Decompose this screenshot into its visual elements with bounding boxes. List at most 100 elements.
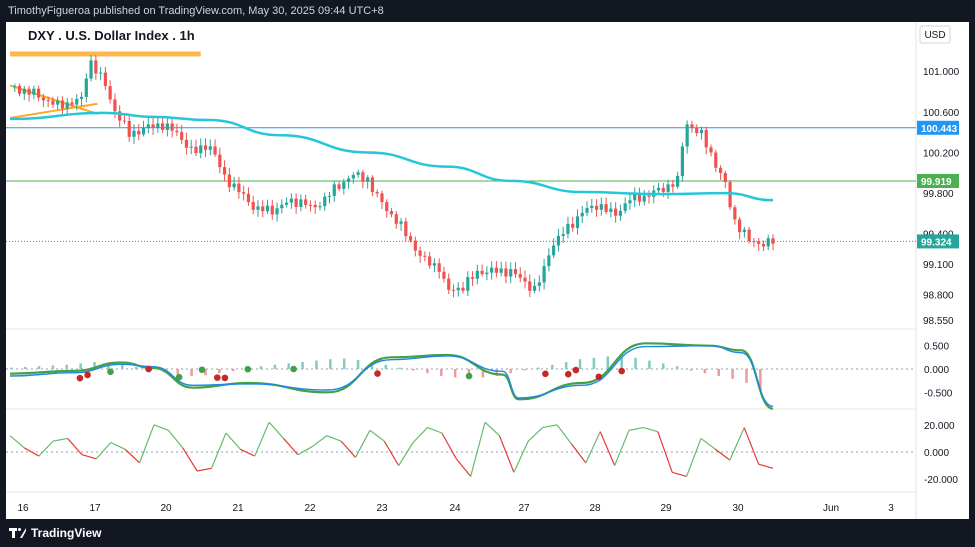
macd-histogram-bar bbox=[384, 364, 388, 369]
osc-tick-label: 20.000 bbox=[924, 421, 955, 432]
time-tick-label: 30 bbox=[732, 503, 744, 514]
candle-body bbox=[723, 173, 727, 183]
chart-canvas[interactable]: DXY . U.S. Dollar Index . 1h USD 101.000… bbox=[6, 22, 969, 519]
macd-signal-line bbox=[9, 342, 774, 410]
candle-body bbox=[504, 268, 508, 277]
candle-body bbox=[513, 269, 518, 275]
candle-body bbox=[590, 205, 594, 209]
macd-cross-dot bbox=[175, 373, 183, 381]
candle-body bbox=[56, 100, 60, 105]
osc-line-segment bbox=[354, 430, 371, 458]
macd-cross-dot bbox=[84, 371, 91, 379]
candle-body bbox=[227, 174, 231, 188]
candle-body bbox=[614, 208, 618, 216]
candle-body bbox=[566, 223, 570, 234]
candle-body bbox=[618, 210, 622, 216]
footer-bar: TradingView bbox=[0, 519, 975, 547]
candle-body bbox=[399, 221, 403, 224]
candle-body bbox=[108, 86, 112, 100]
macd-cross-dot bbox=[618, 367, 625, 375]
candle-body bbox=[294, 198, 298, 207]
candle-body bbox=[709, 147, 713, 153]
candle-body bbox=[571, 223, 575, 228]
macd-histogram-bar bbox=[23, 366, 27, 369]
currency-button[interactable] bbox=[919, 25, 951, 44]
candle-body bbox=[771, 238, 775, 244]
macd-histogram-bar bbox=[120, 364, 124, 369]
price-label-text: 99.919 bbox=[921, 177, 952, 188]
osc-line-segment bbox=[398, 442, 414, 466]
candle-body bbox=[575, 216, 580, 228]
candle-body bbox=[213, 146, 217, 155]
candle-body bbox=[118, 111, 122, 121]
price-tick-label: 100.600 bbox=[923, 108, 960, 119]
macd-histogram-bar bbox=[218, 369, 221, 374]
candle-body bbox=[671, 184, 675, 187]
osc-line-segment bbox=[743, 427, 760, 465]
tradingview-logo[interactable]: TradingView bbox=[9, 526, 101, 540]
macd-cross-dot bbox=[198, 366, 206, 374]
candle-body bbox=[757, 241, 761, 244]
candle-body bbox=[280, 204, 284, 209]
candle-body bbox=[461, 287, 465, 291]
macd-histogram-bar bbox=[176, 369, 179, 375]
macd-histogram-bar bbox=[259, 366, 263, 369]
candle-body bbox=[528, 281, 532, 291]
publisher-header: TimothyFigueroa published on TradingView… bbox=[0, 0, 975, 22]
osc-line-segment bbox=[657, 431, 673, 473]
candle-body bbox=[742, 229, 746, 233]
candle-body bbox=[628, 200, 632, 204]
candle-body bbox=[165, 123, 169, 130]
osc-tick-label: 0.000 bbox=[924, 448, 949, 459]
osc-line-segment bbox=[715, 448, 731, 461]
publisher-text: TimothyFigueroa published on TradingView… bbox=[8, 5, 384, 17]
macd-histogram-bar bbox=[287, 363, 290, 369]
macd-tick-label: 0.000 bbox=[924, 365, 949, 376]
candle-body bbox=[161, 123, 165, 130]
macd-histogram-bar bbox=[689, 369, 693, 371]
candle-body bbox=[552, 245, 556, 256]
candle-body bbox=[304, 199, 308, 205]
candle-body bbox=[27, 88, 31, 95]
candle-body bbox=[265, 205, 270, 212]
candle-body bbox=[84, 78, 88, 97]
candle-body bbox=[37, 88, 41, 98]
osc-line-segment bbox=[297, 446, 313, 456]
osc-line-segment bbox=[470, 421, 486, 477]
macd-histogram-bar bbox=[759, 369, 762, 390]
candle-body bbox=[175, 130, 179, 133]
candle-body bbox=[208, 146, 212, 150]
candle-body bbox=[447, 278, 451, 290]
macd-panel: 0.500 0.000 -0.500 bbox=[6, 342, 953, 410]
candle-body bbox=[222, 167, 227, 175]
osc-line-segment bbox=[311, 435, 328, 448]
candle-body bbox=[537, 282, 541, 286]
candle-body bbox=[299, 199, 303, 207]
candle-body bbox=[22, 88, 26, 94]
macd-histogram-bar bbox=[551, 364, 554, 369]
macd-histogram-bar bbox=[93, 362, 96, 369]
candle-body bbox=[437, 263, 441, 272]
osc-line-segment bbox=[95, 442, 112, 460]
candle-body bbox=[609, 208, 613, 212]
candle-body bbox=[32, 88, 36, 95]
candle-body bbox=[289, 198, 293, 203]
candle-body bbox=[480, 270, 484, 275]
osc-line-segment bbox=[412, 427, 428, 443]
osc-line-segment bbox=[153, 424, 169, 431]
candle-body bbox=[284, 202, 289, 205]
macd-histogram-bar bbox=[634, 357, 637, 369]
macd-histogram-bar bbox=[675, 366, 679, 369]
price-label-text: 100.443 bbox=[921, 124, 958, 135]
candle-body bbox=[170, 123, 174, 131]
candle-body bbox=[127, 121, 131, 137]
price-tick-label: 101.000 bbox=[923, 67, 960, 78]
candle-body bbox=[423, 255, 427, 257]
macd-histogram-bar bbox=[356, 359, 360, 369]
osc-line-segment bbox=[427, 427, 443, 434]
osc-line-segment bbox=[9, 435, 25, 449]
candle-body bbox=[60, 100, 65, 109]
candle-body bbox=[375, 191, 379, 194]
candle-body bbox=[65, 102, 69, 109]
osc-line-segment bbox=[182, 447, 198, 472]
